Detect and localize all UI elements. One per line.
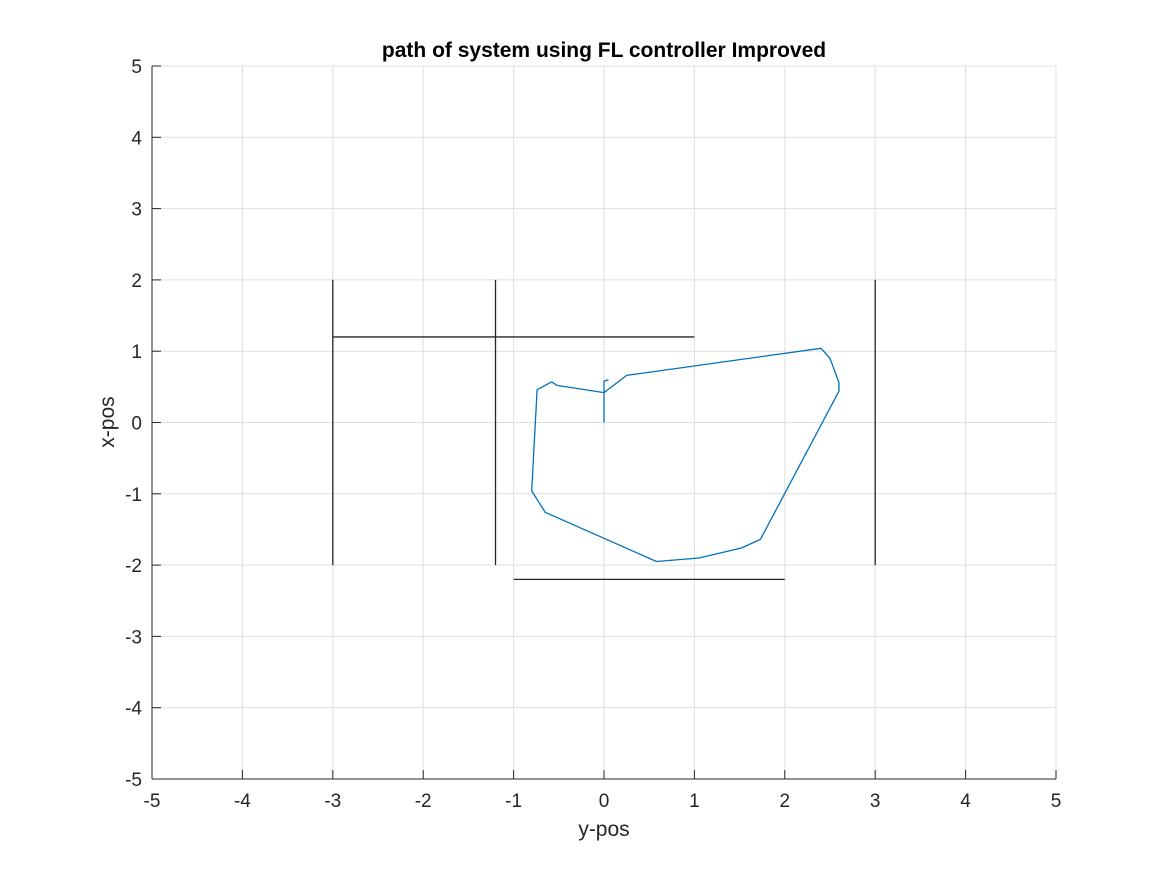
chart-title: path of system using FL controller Impro… [382,39,826,62]
y-tick-label: -4 [125,699,142,720]
x-axis-label: y-pos [578,818,629,841]
x-tick-label: -2 [415,791,432,812]
y-tick-label: 4 [131,128,142,149]
x-tick-label: 2 [780,791,791,812]
y-tick-label: -5 [125,770,142,791]
x-tick-label: -4 [234,791,251,812]
system-path-line [531,347,840,563]
y-axis-label: x-pos [96,396,119,447]
y-tick-label: 3 [131,200,142,221]
y-tick-label: -1 [125,485,142,506]
x-tick-label: -5 [144,791,161,812]
x-tick-label: -1 [505,791,522,812]
y-tick-label: 5 [131,57,142,78]
y-tick-label: 1 [131,342,142,363]
y-tick-label: -3 [125,627,142,648]
y-tick-label: 0 [131,414,142,435]
x-tick-label: 4 [960,791,971,812]
ticks: -5 -4 -3 -2 -1 0 1 2 3 4 5 -5 -4 -3 -2 -1 0 1 2 3 4 5 [125,57,1061,812]
walls [332,279,876,581]
x-tick-label: 1 [689,791,700,812]
x-tick-label: 3 [870,791,881,812]
y-tick-label: 2 [131,271,142,292]
x-tick-label: 0 [599,791,610,812]
series [531,347,840,563]
x-tick-label: -3 [324,791,341,812]
x-tick-label: 5 [1051,791,1062,812]
y-tick-label: -2 [125,556,142,577]
